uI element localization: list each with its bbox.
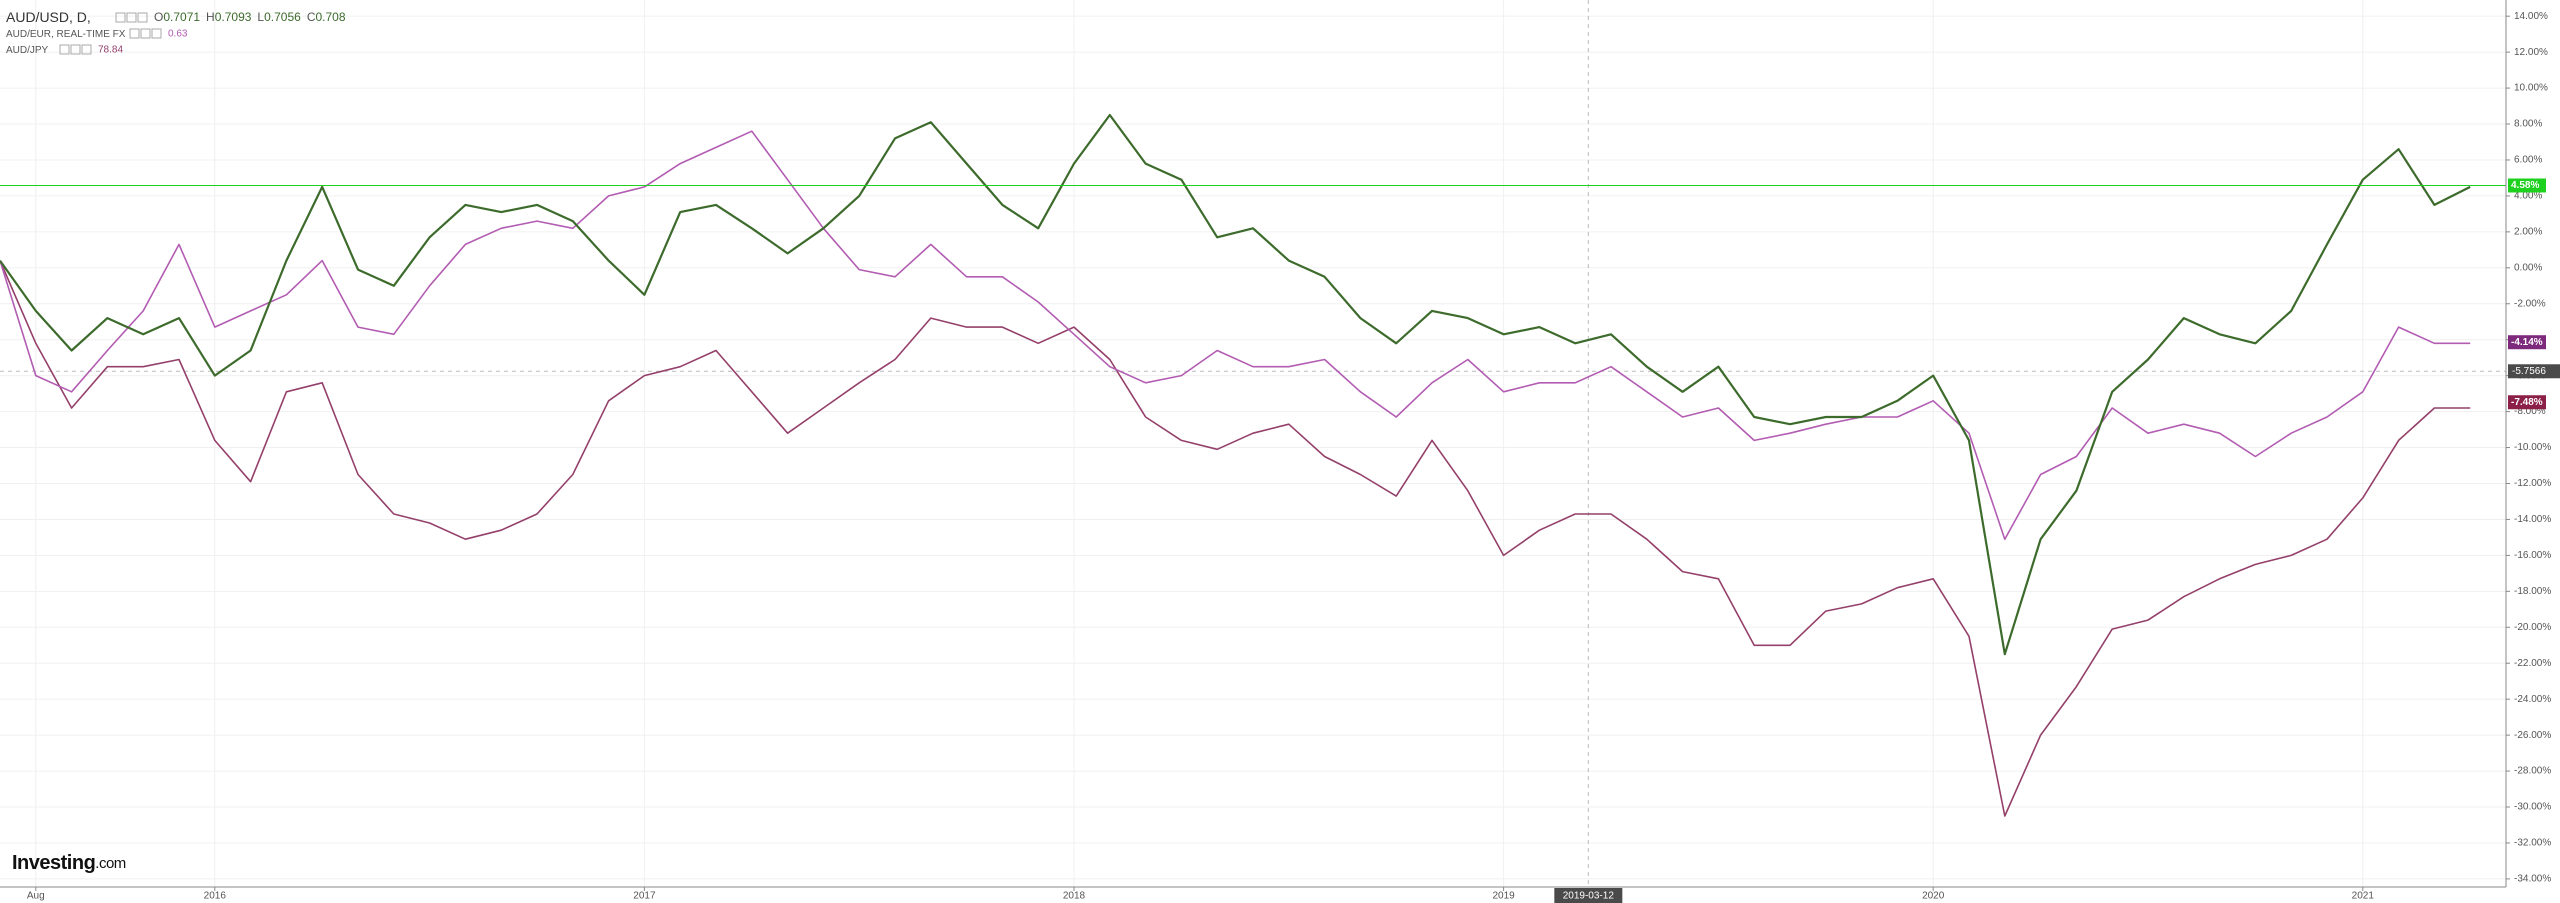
legend-entry: AUD/JPY [6, 45, 49, 56]
y-tick-label: 10.00% [2514, 83, 2548, 94]
y-tick-label: -20.00% [2514, 622, 2551, 633]
legend-name: AUD/USD, D, [6, 9, 91, 25]
y-tick-label: -30.00% [2514, 802, 2551, 813]
x-tick-label: 2020 [1922, 891, 1945, 902]
crosshair-y-label: -5.7566 [2512, 366, 2546, 377]
y-tick-label: 12.00% [2514, 47, 2548, 58]
last-value-label: -4.14% [2511, 337, 2543, 348]
legend-entry: AUD/EUR, REAL-TIME FX [6, 29, 126, 40]
y-tick-label: -16.00% [2514, 550, 2551, 561]
x-tick-label: 2019 [1492, 891, 1515, 902]
last-value-box [2508, 335, 2546, 350]
legend-value: 0.63 [168, 29, 188, 40]
y-tick-label: 8.00% [2514, 119, 2542, 130]
y-tick-label: -32.00% [2514, 838, 2551, 849]
x-tick-label: Aug [27, 891, 45, 902]
legend-name: AUD/JPY [6, 45, 49, 56]
legend: AUD/USD, D, O0.7071 H0.7093 L0.7056 C0.708 AU… [6, 9, 346, 56]
y-tick-label: 4.00% [2514, 191, 2542, 202]
y-tick-label: -10.00% [2514, 442, 2551, 453]
last-value-label: -7.48% [2511, 397, 2543, 408]
y-tick-label: 2.00% [2514, 227, 2542, 238]
ohlc-label: C [307, 10, 316, 24]
plot-area [0, 0, 2506, 887]
x-tick-label: 2017 [633, 891, 656, 902]
y-tick-label: -22.00% [2514, 658, 2551, 669]
legend-button [126, 12, 137, 23]
ohlc-value: 0.7093 [215, 10, 252, 24]
series-line [0, 260, 2471, 817]
ohlc-label: L [257, 10, 264, 24]
x-tick-label: 2021 [2352, 891, 2375, 902]
legend-button [129, 28, 140, 39]
crosshair-x-label: 2019-03-12 [1563, 891, 1615, 902]
legend-button [81, 44, 92, 55]
last-value-label: 4.58% [2511, 180, 2539, 191]
axes: -34.00% -32.00% -30.00% -28.00% -26.00% -24.0… [27, 11, 2560, 903]
legend-button [140, 28, 151, 39]
y-tick-label: -12.00% [2514, 478, 2551, 489]
ohlc-value: 0.7056 [264, 10, 301, 24]
ohlc-value: 0.708 [315, 10, 345, 24]
grid [0, 0, 2506, 887]
legend-ohlc: O0.7071 H0.7093 L0.7056 C0.708 [154, 10, 346, 24]
legend-button [59, 44, 70, 55]
legend-button [137, 12, 148, 23]
y-tick-label: 14.00% [2514, 11, 2548, 22]
series-line [0, 130, 2471, 540]
legend-button [70, 44, 81, 55]
y-tick-label: -26.00% [2514, 730, 2551, 741]
crosshair-x-label-box [1554, 888, 1623, 903]
y-tick-label: -34.00% [2514, 874, 2551, 885]
legend-button [151, 28, 162, 39]
x-tick-label: 2018 [1063, 891, 1086, 902]
legend-button [115, 12, 126, 23]
y-tick-label: -8.00% [2514, 406, 2546, 417]
brand-name: Investing [12, 852, 95, 874]
crosshair-y-label-box [2508, 364, 2560, 379]
y-tick-label: -24.00% [2514, 694, 2551, 705]
legend-value: 78.84 [98, 45, 123, 56]
last-value-box [2508, 395, 2546, 410]
brand-suffix: .com [95, 855, 126, 872]
series-line [0, 113, 2471, 656]
y-tick-label: -2.00% [2514, 298, 2546, 309]
brand: Investing.com [12, 852, 126, 874]
y-tick-label: -14.00% [2514, 514, 2551, 525]
x-tick-label: 2016 [204, 891, 227, 902]
ohlc-label: H [206, 10, 215, 24]
y-tick-label: 0.00% [2514, 262, 2542, 273]
y-tick-label: -28.00% [2514, 766, 2551, 777]
ohlc-label: O [154, 10, 163, 24]
legend-entry: AUD/USD, D, [6, 9, 91, 25]
ohlc-value: 0.7071 [163, 10, 200, 24]
last-value-box [2508, 178, 2546, 193]
legend-name: AUD/EUR, REAL-TIME FX [6, 29, 126, 40]
y-tick-label: -18.00% [2514, 586, 2551, 597]
y-tick-label: 6.00% [2514, 155, 2542, 166]
